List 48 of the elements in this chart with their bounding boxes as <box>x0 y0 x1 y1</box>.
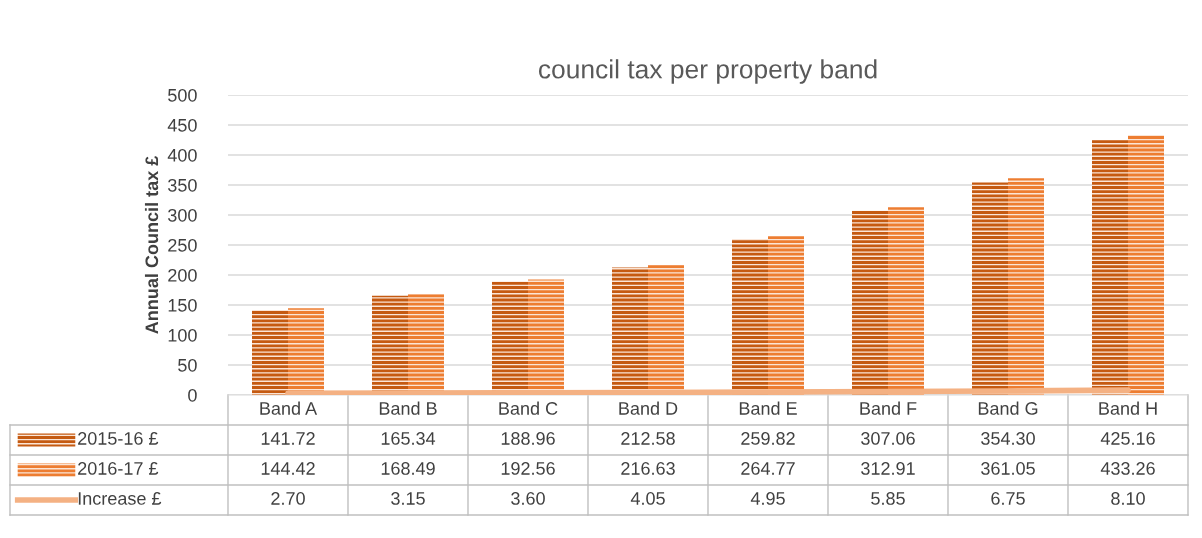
data-label: 354.30 <box>981 432 1035 445</box>
data-label: 144.42 <box>261 462 315 475</box>
y-tick-label: 450 <box>167 118 197 132</box>
x-tick-label: Band D <box>619 401 678 415</box>
data-label: 361.05 <box>981 462 1035 475</box>
x-tick-label: Band A <box>260 401 318 415</box>
y-tick-label: 50 <box>178 358 197 372</box>
y-tick-label: 150 <box>168 298 197 312</box>
y-tick-label: 300 <box>168 208 197 222</box>
data-label: 4.95 <box>750 492 785 505</box>
data-label: 5.85 <box>871 492 905 505</box>
data-label: 259.82 <box>741 432 795 445</box>
data-label: 425.16 <box>1100 432 1155 445</box>
x-tick-label: Band B <box>379 401 437 415</box>
data-label: 8.10 <box>1111 492 1145 505</box>
data-label: 312.91 <box>861 462 915 475</box>
y-tick-label: 350 <box>168 178 197 192</box>
data-label: 264.77 <box>741 462 795 475</box>
data-label: 165.34 <box>381 432 436 445</box>
data-label: 188.96 <box>501 432 555 445</box>
data-label: 4.05 <box>630 492 665 505</box>
data-label: 212.58 <box>621 432 675 445</box>
data-label: 216.63 <box>621 462 675 475</box>
x-tick-label: Band C <box>499 401 558 415</box>
data-label: 192.56 <box>501 462 555 475</box>
y-tick-label: 200 <box>168 268 197 282</box>
data-label: 307.06 <box>861 432 915 445</box>
y-tick-label: 500 <box>168 88 197 102</box>
legend-label: 2015-16 £ <box>78 432 159 445</box>
x-tick-label: Band E <box>739 401 797 415</box>
data-label: 141.72 <box>261 432 315 445</box>
x-tick-label: Band G <box>978 401 1038 415</box>
y-tick-label: 0 <box>188 388 197 402</box>
x-tick-label: Band H <box>1099 401 1157 415</box>
data-label: 3.15 <box>391 492 425 505</box>
legend-label: Increase £ <box>78 492 162 505</box>
data-label: 433.26 <box>1100 462 1155 475</box>
y-tick-label: 400 <box>167 148 197 162</box>
data-label: 168.49 <box>381 462 435 475</box>
x-tick-label: Band F <box>860 401 917 415</box>
y-axis-title: Annual Council tax £ <box>144 155 159 334</box>
data-label: 2.70 <box>271 492 305 505</box>
data-label: 6.75 <box>991 492 1025 505</box>
legend-label: 2016-17 £ <box>78 462 159 475</box>
y-tick-label: 100 <box>168 328 197 342</box>
data-label: 3.60 <box>511 492 545 505</box>
chart-title: council tax per property band <box>538 59 877 84</box>
y-tick-label: 250 <box>168 238 197 252</box>
